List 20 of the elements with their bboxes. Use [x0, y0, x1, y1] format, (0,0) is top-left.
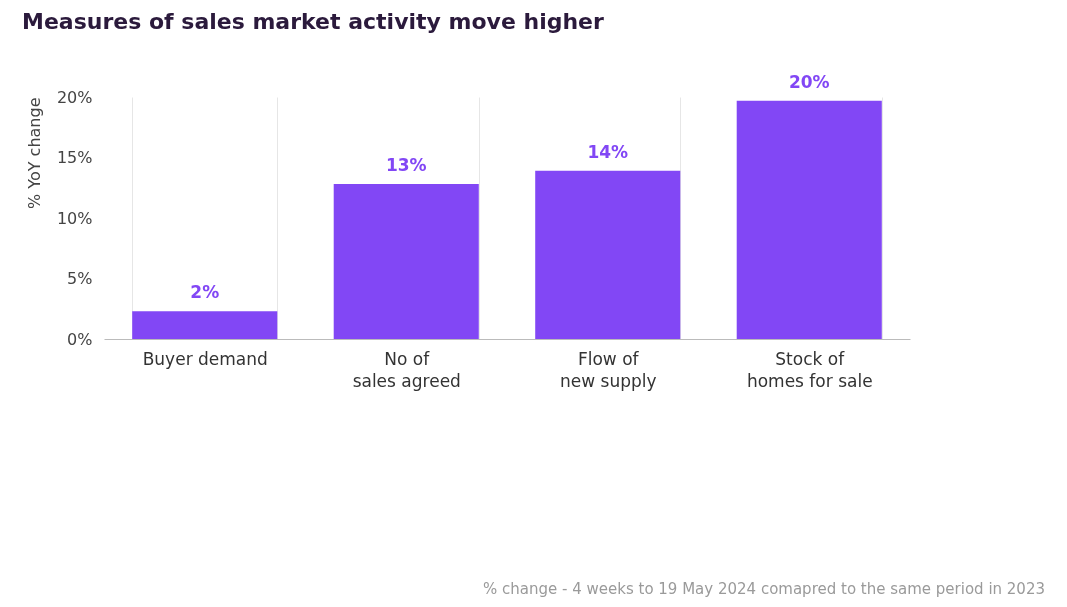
- y-tick-label: 20%: [56, 87, 93, 107]
- x-tick-label: Flow of new supply: [559, 348, 657, 391]
- y-tick-label: 10%: [56, 208, 93, 228]
- bar: [736, 100, 882, 339]
- bar: [333, 184, 479, 339]
- x-tick-label: No of sales agreed: [352, 348, 461, 391]
- data-label: 13%: [385, 155, 427, 176]
- chart-title: Measures of sales market activity move higher: [22, 8, 605, 34]
- y-tick-label: 15%: [56, 148, 93, 167]
- text: % change - 4 weeks to 19 May 2024 comapred to the same period in 2023: [482, 580, 1045, 598]
- y-axis-title: % YoY change: [24, 97, 44, 209]
- bar: [535, 170, 681, 339]
- data-label: 2%: [190, 282, 220, 303]
- data-label: 14%: [587, 141, 629, 162]
- x-tick-label: Stock of homes for sale: [746, 348, 873, 391]
- x-tick-label: Buyer demand: [142, 348, 268, 369]
- bar: [132, 311, 278, 339]
- y-tick-label: 0%: [67, 329, 93, 349]
- data-label: 20%: [788, 71, 830, 92]
- y-tick-label: 5%: [67, 269, 93, 288]
